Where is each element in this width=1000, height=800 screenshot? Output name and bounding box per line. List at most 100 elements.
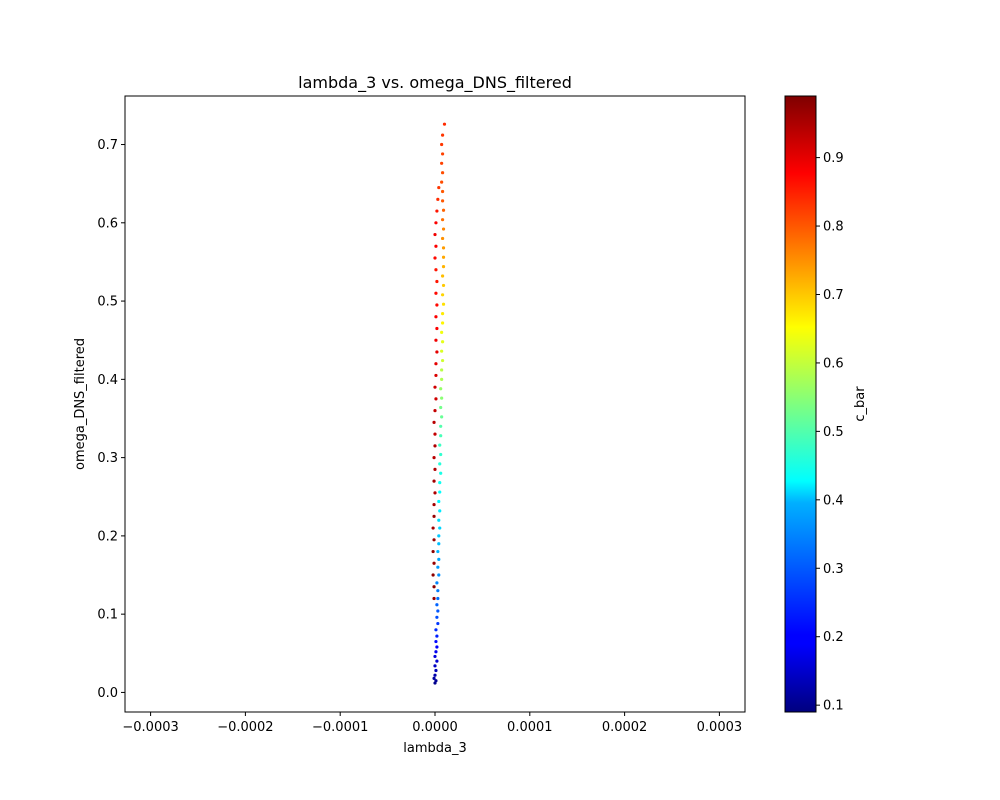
x-tick-label: 0.0003 [697, 720, 743, 735]
scatter-point [438, 462, 442, 466]
y-tick-label: 0.1 [97, 608, 118, 623]
scatter-point [433, 654, 437, 659]
x-tick-label: −0.0002 [217, 720, 273, 735]
scatter-point [441, 227, 446, 231]
scatter-point [431, 549, 435, 554]
colorbar-label: c_bar [853, 386, 868, 422]
scatter-point [440, 274, 445, 278]
scatter-point [437, 534, 441, 538]
scatter-point [435, 603, 439, 607]
scatter-point [441, 283, 446, 288]
scatter-point [433, 409, 437, 413]
scatter-point [432, 561, 436, 565]
scatter-point [440, 349, 444, 353]
scatter-point [432, 585, 436, 589]
y-tick-label: 0.4 [97, 373, 118, 388]
scatter-point [435, 634, 439, 638]
y-axis: 0.0 0.1 0.2 0.3 0.4 0.5 0.6 0.7 [97, 138, 125, 701]
x-tick-label: 0.0002 [602, 720, 648, 735]
scatter-point [432, 479, 436, 483]
scatter-point [432, 514, 436, 518]
scatter-point [440, 377, 444, 381]
colorbar-tick-label: 0.1 [823, 699, 844, 714]
scatter-point [432, 456, 436, 460]
scatter-point [433, 664, 437, 668]
scatter-point [432, 538, 436, 542]
scatter-point [440, 236, 445, 241]
scatter-point [439, 434, 443, 438]
scatter-point [434, 639, 438, 644]
scatter-point [434, 668, 438, 673]
scatter-point [434, 628, 438, 632]
scatter-point [433, 491, 437, 495]
scatter-point [433, 467, 437, 471]
scatter-point [431, 573, 435, 577]
scatter-point [433, 232, 437, 237]
scatter-point [441, 302, 446, 306]
scatter-point [435, 659, 439, 663]
scatter-point [439, 405, 443, 410]
y-axis-label: omega_DNS_filtered [73, 338, 88, 470]
y-tick-label: 0.6 [97, 216, 118, 231]
scatter-point [434, 679, 438, 683]
scatter-point [436, 609, 440, 613]
scatter-point [436, 565, 440, 569]
scatter-point [433, 256, 437, 260]
scatter-point [440, 142, 444, 147]
x-tick-label: −0.0001 [312, 720, 368, 735]
scatter-point [440, 415, 444, 419]
scatter-point [436, 589, 440, 593]
chart-title: lambda_3 vs. omega_DNS_filtered [298, 73, 572, 93]
scatter-point [440, 330, 444, 334]
scatter-point [438, 443, 442, 447]
scatter-point [434, 315, 438, 319]
scatter-point [440, 171, 445, 175]
scatter-point [435, 279, 439, 284]
scatter-point [437, 557, 441, 561]
scatter-point [434, 362, 438, 366]
scatter-point [440, 340, 445, 344]
scatter-point [435, 209, 439, 213]
colorbar-tick-label: 0.4 [823, 493, 844, 508]
y-tick-label: 0.3 [97, 451, 118, 466]
scatter-point [439, 452, 443, 457]
scatter-point [434, 397, 438, 401]
scatter-point [434, 244, 438, 248]
scatter-point [434, 291, 438, 295]
scatter-point [440, 180, 444, 184]
y-tick-label: 0.7 [97, 138, 118, 153]
scatter-point [433, 385, 437, 389]
scatter-point [438, 526, 442, 530]
scatter-point [434, 268, 438, 272]
colorbar-tick-label: 0.5 [823, 425, 844, 440]
scatter-point [440, 199, 445, 203]
plot-area-frame [124, 95, 746, 713]
scatter-point [441, 265, 446, 269]
scatter-point [441, 208, 446, 212]
scatter-point [440, 312, 445, 316]
scatter-point [433, 444, 437, 448]
scatter-point [433, 673, 437, 677]
colorbar-tick-label: 0.6 [823, 356, 844, 371]
scatter-point [440, 358, 445, 363]
x-axis: −0.0003 −0.0002 −0.0001 0.0000 0.0001 0.0002 0… [122, 712, 742, 735]
scatter-point [440, 133, 445, 137]
scatter-point [441, 255, 446, 259]
scatter-point [434, 373, 438, 378]
scatter-point [438, 481, 442, 485]
scatter-point [435, 581, 439, 585]
scatter-point [432, 420, 436, 424]
x-axis-label: lambda_3 [403, 741, 466, 756]
scatter-point [432, 502, 436, 507]
scatter-point [437, 518, 441, 522]
scatter-point [434, 338, 438, 342]
scatter-point [437, 573, 441, 577]
colorbar-axis: 0.1 0.2 0.3 0.4 0.5 0.6 0.7 0.8 0.9 [816, 151, 844, 714]
colorbar [784, 95, 817, 713]
scatter-point [440, 152, 445, 156]
colorbar-tick-label: 0.9 [823, 151, 844, 166]
scatter-point [432, 596, 436, 601]
scatter-point [435, 350, 439, 354]
scatter-point [435, 615, 439, 619]
